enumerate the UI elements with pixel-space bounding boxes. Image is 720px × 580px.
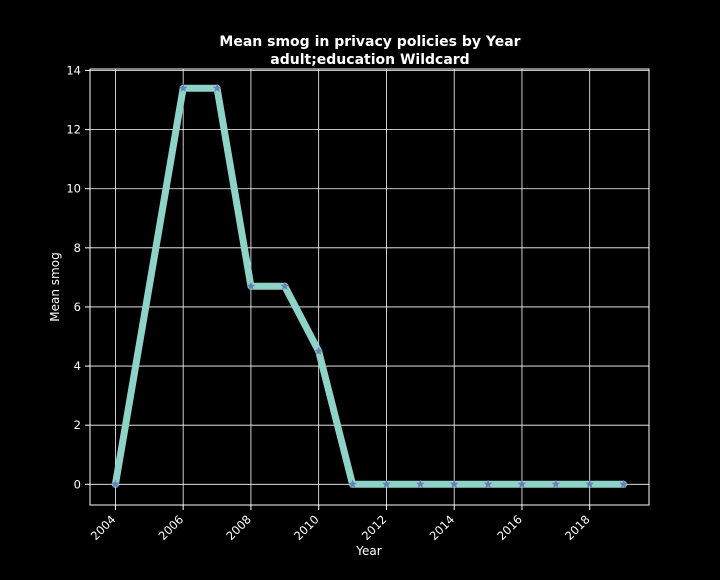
series [110,83,629,489]
y-axis-label: Mean smog [48,252,62,321]
data-point [348,479,358,489]
y-tick-label: 14 [66,63,81,77]
data-point [178,83,188,93]
data-point [246,281,256,291]
y-tick-label: 2 [74,418,81,432]
y-axis: 0 2 4 6 8 10 12 14 [66,63,90,491]
data-point [551,479,561,489]
data-point [483,479,493,489]
data-point [110,479,120,489]
plot-frame [89,68,650,506]
y-tick-label: 10 [66,182,81,196]
data-point [381,479,391,489]
data-point [280,281,290,291]
y-tick-label: 0 [74,477,81,491]
data-point [415,479,425,489]
data-point [517,479,527,489]
data-point [449,479,459,489]
y-tick-label: 4 [74,359,81,373]
data-point [619,479,629,489]
data-point [212,83,222,93]
y-tick-label: 12 [66,123,81,137]
chart-title: Mean smog in privacy policies by Year [219,34,520,50]
y-tick-label: 6 [74,300,81,314]
x-axis-label: Year [355,544,381,558]
chart-subtitle: adult;education Wildcard [270,52,469,68]
grid [90,69,649,505]
y-tick-label: 8 [74,241,81,255]
data-point [585,479,595,489]
data-point [314,346,324,356]
